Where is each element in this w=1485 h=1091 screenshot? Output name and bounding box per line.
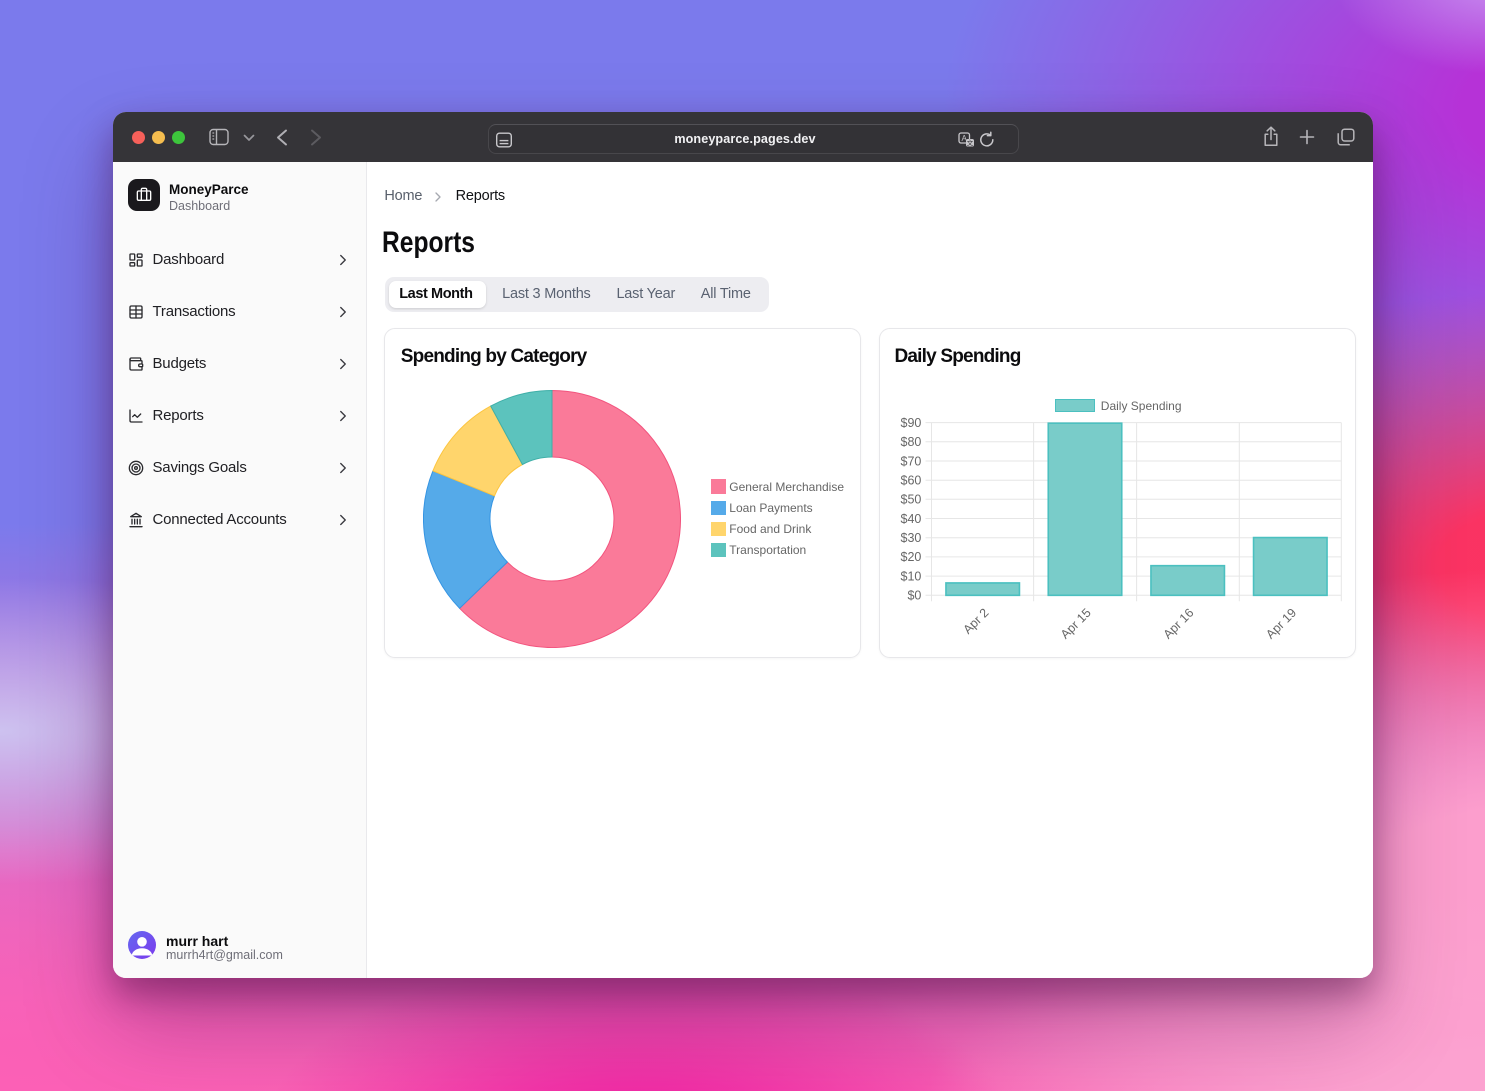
svg-text:$30: $30 [901, 531, 922, 545]
svg-text:Apr 15: Apr 15 [1058, 606, 1094, 642]
svg-text:$80: $80 [901, 435, 922, 449]
svg-text:A: A [961, 134, 967, 143]
svg-text:$10: $10 [901, 569, 922, 583]
svg-text:$90: $90 [901, 416, 922, 430]
svg-text:$60: $60 [901, 474, 922, 488]
svg-text:Apr 16: Apr 16 [1161, 606, 1197, 642]
svg-text:Apr 2: Apr 2 [961, 606, 992, 637]
svg-text:$40: $40 [901, 512, 922, 526]
svg-text:Apr 19: Apr 19 [1264, 606, 1300, 642]
svg-text:$20: $20 [901, 550, 922, 564]
svg-text:$0: $0 [908, 589, 922, 603]
svg-text:文: 文 [966, 138, 973, 147]
svg-text:$70: $70 [901, 454, 922, 468]
svg-text:$50: $50 [901, 493, 922, 507]
